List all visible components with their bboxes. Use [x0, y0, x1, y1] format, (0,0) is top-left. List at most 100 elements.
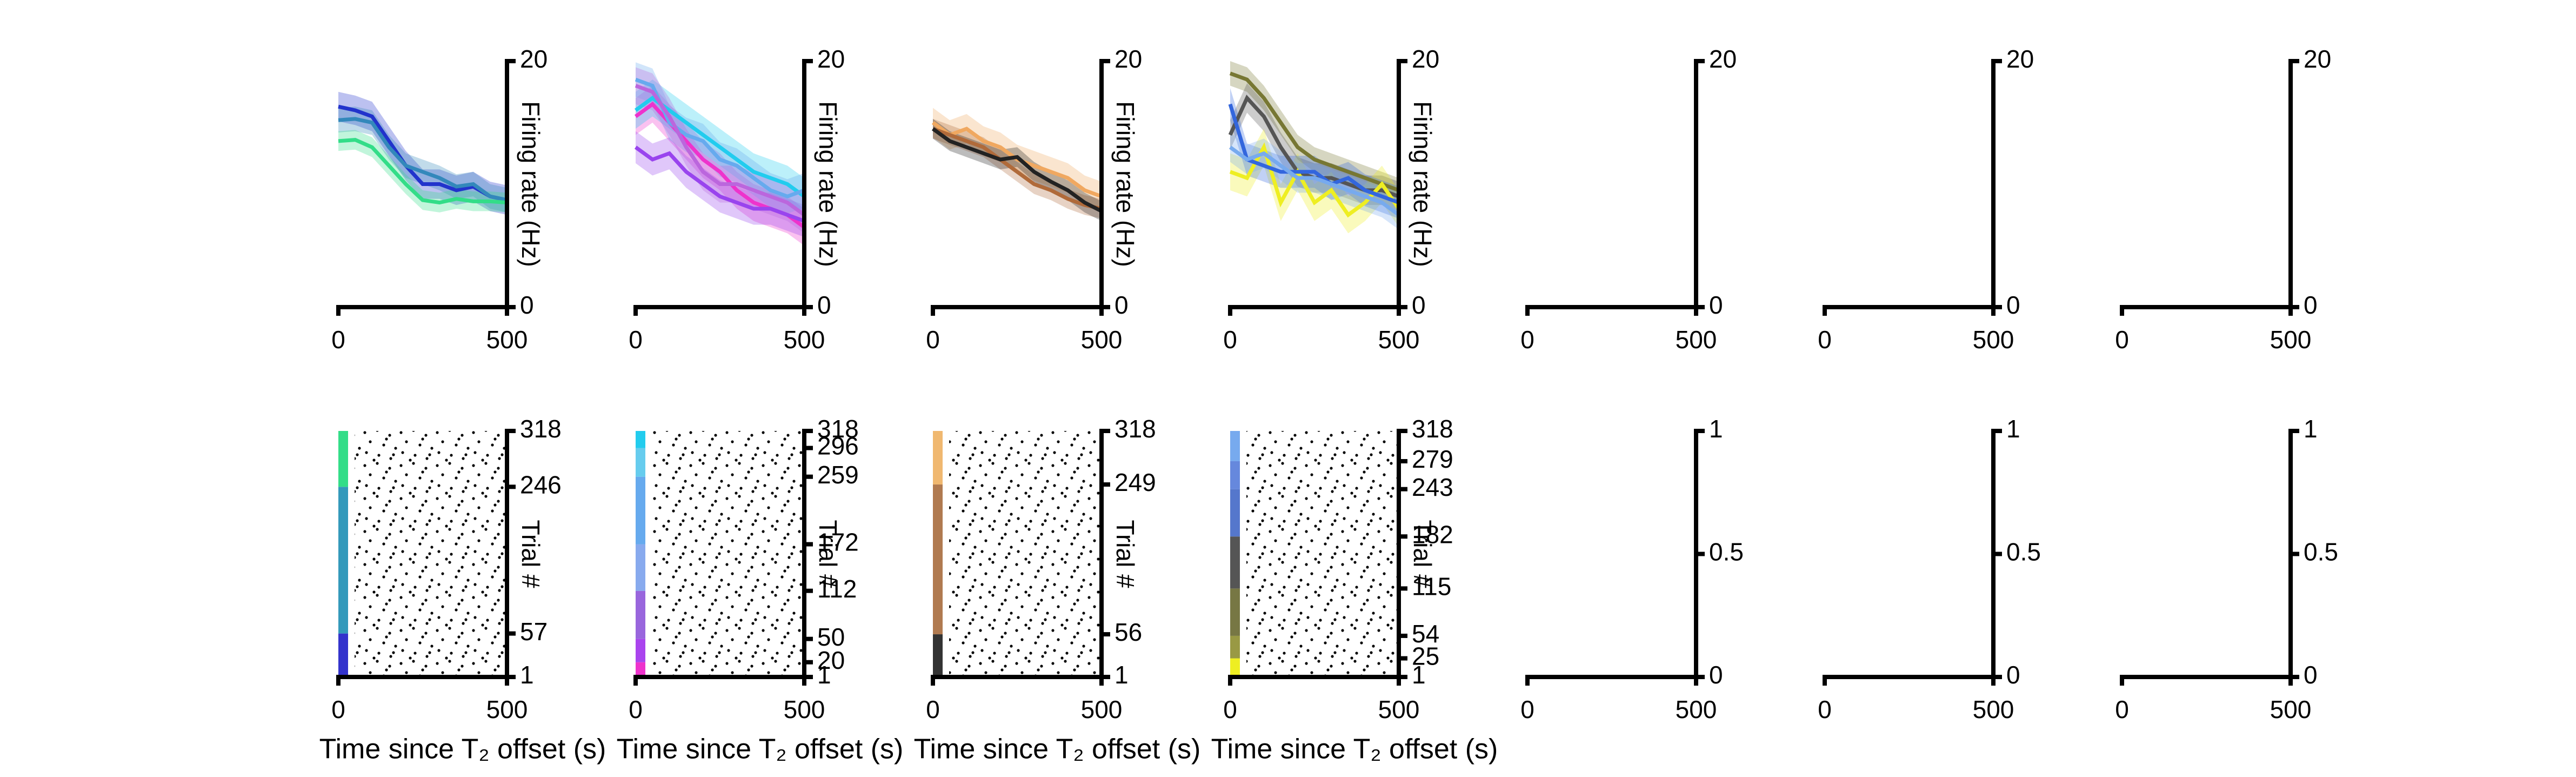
x-tick-label: 500 [2270, 695, 2312, 723]
y-axis-label: Firing rate (Hz) [517, 101, 545, 267]
y-tick-label: 0.5 [1709, 538, 1744, 566]
y-tick-label: 1 [2304, 415, 2318, 443]
y-axis-label: Firing rate (Hz) [814, 101, 842, 267]
y-tick-label: 25 [1412, 642, 1439, 670]
x-tick-label: 0 [926, 695, 940, 723]
y-tick-label: 20 [817, 45, 845, 73]
trial-group-bar [1230, 536, 1240, 589]
panel: 0 500 0 20 Firing rate (Hz) [926, 45, 1142, 354]
x-tick-label: 500 [1973, 326, 2014, 354]
x-tick-label: 0 [629, 695, 643, 723]
x-tick-label: 500 [1378, 695, 1420, 723]
panel: 0 500 0 0.5 1 [2115, 415, 2338, 723]
y-axis-label: Firing rate (Hz) [1111, 101, 1139, 267]
x-axis-label: Time since T₂ offset (s) [914, 734, 1201, 765]
panel: 0 500 0 20 [1818, 45, 2034, 354]
y-tick-label: 0 [1412, 291, 1426, 319]
x-tick-label: 0 [1223, 695, 1237, 723]
y-tick-label: 318 [520, 415, 562, 443]
y-tick-label: 115 [1412, 573, 1451, 601]
error-band [1230, 83, 1399, 211]
line [931, 127, 1103, 213]
x-tick-label: 0 [629, 326, 643, 354]
y-tick-label: 20 [1709, 45, 1737, 73]
y-tick-label: 1 [817, 661, 831, 689]
x-tick-label: 500 [1676, 326, 1717, 354]
trial-group-bar [636, 590, 645, 639]
y-tick-label: 1 [1115, 661, 1129, 689]
x-tick-label: 500 [2270, 326, 2312, 354]
error-band [1230, 132, 1399, 230]
x-tick-label: 500 [1973, 695, 2014, 723]
y-tick-label: 20 [1412, 45, 1439, 73]
x-tick-label: 0 [2115, 326, 2129, 354]
x-tick-label: 500 [1676, 695, 1717, 723]
x-tick-label: 500 [784, 695, 825, 723]
y-tick-label: 0 [2304, 291, 2318, 319]
x-tick-label: 500 [1081, 695, 1123, 723]
x-axis-label: Time since T₂ offset (s) [1211, 734, 1498, 765]
x-tick-label: 500 [1378, 326, 1420, 354]
trial-group-bar [636, 448, 645, 477]
line [1229, 142, 1400, 218]
x-tick-label: 500 [486, 326, 528, 354]
x-tick-label: 0 [926, 326, 940, 354]
y-tick-label: 296 [817, 432, 859, 460]
panel: 0 500 0 0.5 1 [1520, 415, 1744, 723]
x-axis-label: Time since T₂ offset (s) [617, 734, 904, 765]
y-tick-label: 20 [2304, 45, 2331, 73]
y-tick-label: 0 [2006, 661, 2020, 689]
line [1228, 103, 1400, 204]
y-tick-label: 182 [1412, 520, 1453, 548]
panel: 0 500 0 20 [2115, 45, 2331, 354]
panel: 0 500 1 57 246 318 Trial # Time since T₂ offset… [319, 415, 606, 765]
y-tick-label: 54 [1412, 620, 1439, 648]
trial-group-bar [1230, 489, 1240, 537]
trial-group-bar [338, 633, 348, 677]
x-tick-label: 0 [1520, 695, 1534, 723]
y-axis-label: Trial # [814, 520, 842, 588]
line [634, 145, 805, 223]
y-axis-label: Trial # [517, 520, 545, 588]
trial-group-bar [1230, 658, 1240, 677]
panel: 0 500 1 56 249 318 Trial # Time since T₂ offset… [914, 415, 1201, 765]
y-tick-label: 0 [1115, 291, 1129, 319]
y-tick-label: 112 [817, 575, 857, 603]
x-tick-label: 0 [1223, 326, 1237, 354]
y-tick-label: 1 [520, 661, 534, 689]
trial-group-bar [1230, 431, 1240, 461]
trial-group-bar [338, 431, 348, 487]
trial-group-bar [1230, 461, 1240, 489]
panel: 0 500 0 20 Firing rate (Hz) [629, 45, 845, 354]
panel: 0 500 0 20 Firing rate (Hz) [331, 45, 548, 354]
y-tick-label: 279 [1412, 445, 1453, 473]
x-tick-label: 0 [1818, 695, 1832, 723]
line [1229, 71, 1400, 192]
trial-group-bar [1230, 588, 1240, 636]
y-tick-label: 1 [1412, 661, 1426, 689]
trial-group-bar [636, 639, 645, 662]
y-tick-label: 318 [1412, 415, 1453, 443]
x-tick-label: 500 [486, 695, 528, 723]
x-tick-label: 500 [784, 326, 825, 354]
y-tick-label: 246 [520, 471, 562, 499]
raster-texture [949, 431, 1099, 677]
line [635, 84, 806, 217]
raster-texture [355, 431, 505, 677]
y-tick-label: 20 [1115, 45, 1142, 73]
y-tick-label: 50 [817, 623, 845, 651]
x-tick-label: 0 [2115, 695, 2129, 723]
trial-group-bar [636, 431, 645, 448]
raster-texture [1246, 431, 1397, 677]
x-tick-label: 0 [331, 326, 345, 354]
y-axis-label: Firing rate (Hz) [1409, 101, 1437, 267]
trial-group-bar [933, 634, 943, 677]
y-tick-label: 0.5 [2304, 538, 2338, 566]
panel: 0 500 0 20 Firing rate (Hz) [1223, 45, 1439, 354]
panel: 0 500 0 20 [1520, 45, 1737, 354]
trial-group-bar [636, 544, 645, 591]
y-tick-label: 56 [1115, 618, 1142, 646]
